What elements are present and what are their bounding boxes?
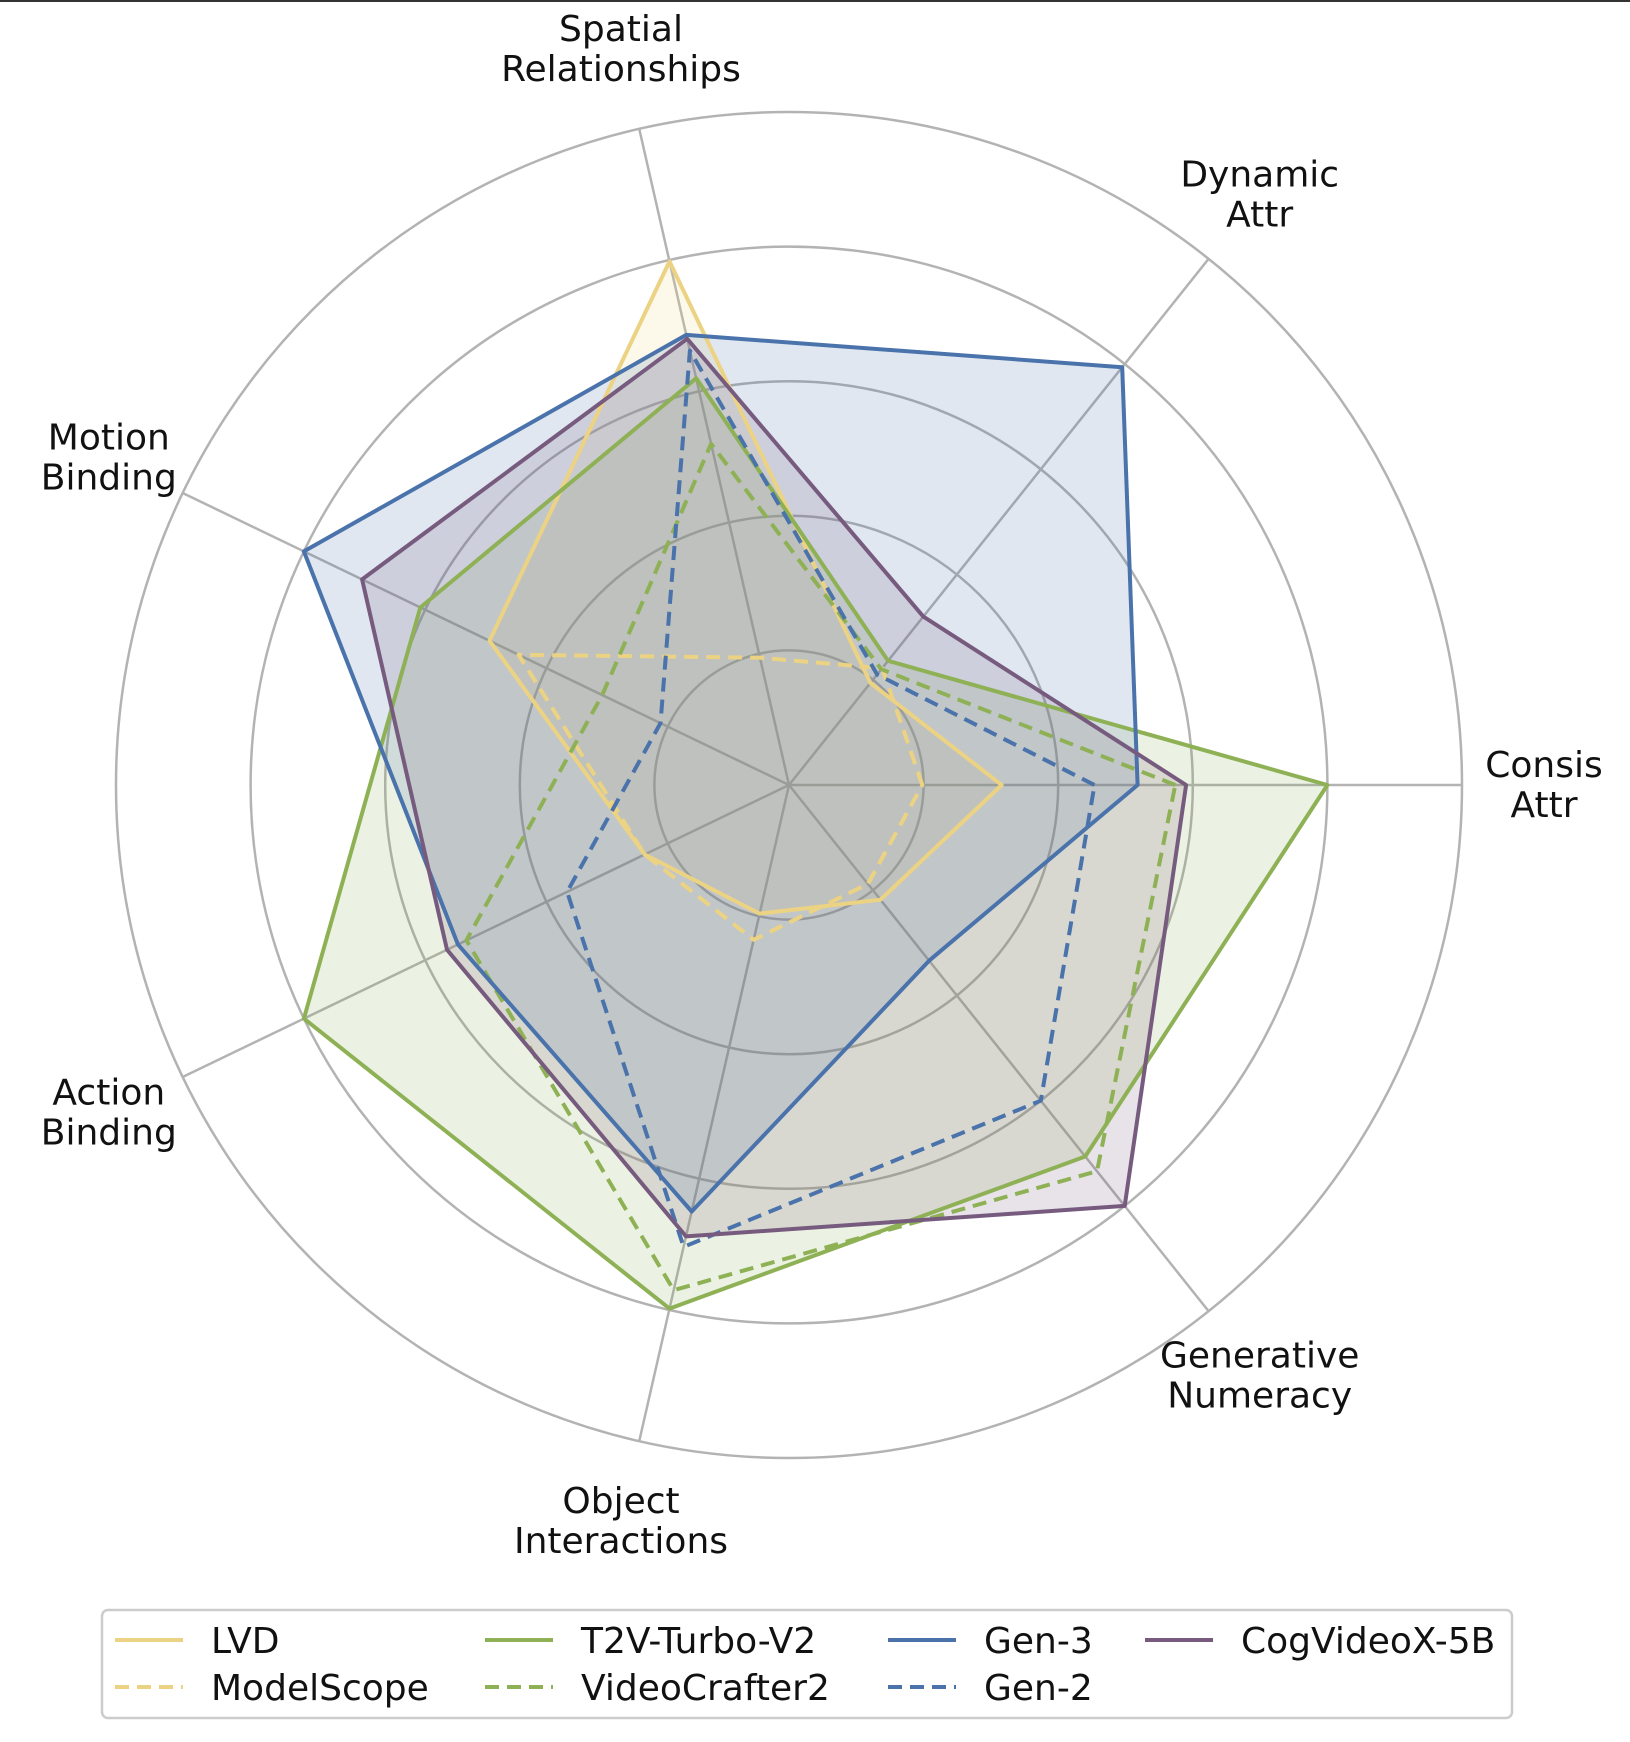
axis-label: Generative Numeracy [1160,1335,1359,1416]
series-line-cogvideox-5b [360,336,1189,1239]
legend-label-gen-3: Gen-3 [984,1621,1093,1662]
series-line-modelscope [516,652,925,942]
axis-label-line: Spatial [559,9,683,50]
axis-label: Consis Attr [1485,745,1603,826]
axis-label: Dynamic Attr [1180,155,1339,236]
axis-label-line: Numeracy [1167,1375,1352,1416]
legend-label-lvd: LVD [211,1621,279,1662]
top-border [0,0,1630,2]
axis-label-line: Motion [48,417,170,458]
series-fills [303,261,1328,1309]
axis-label-line: Object [562,1481,679,1522]
axis-label-line: Generative [1160,1335,1359,1376]
grid-spoke [182,783,790,1079]
series-line-t2v-turbo-v2 [301,376,1330,1311]
grid-spoke [182,491,790,787]
axis-label-line: Consis [1485,745,1603,786]
legend-label-t2v-turbo-v2: T2V-Turbo-V2 [580,1621,816,1662]
axis-label: Object Interactions [514,1481,728,1562]
legend-label-videocrafter2: VideoCrafter2 [581,1668,830,1709]
legend-box [100,1608,1514,1720]
axis-label-line: Attr [1510,785,1577,826]
axis-label-line: Binding [41,1113,177,1154]
grid-spoke [638,128,791,786]
series-fill-gen-3 [303,334,1138,1212]
radar-grid [114,110,1464,1460]
legend-label-gen-2: Gen-2 [984,1668,1093,1709]
axis-label-line: Relationships [501,49,741,90]
series-lines [301,259,1330,1311]
axis-label: Action Binding [41,1073,177,1154]
axis-label: Spatial Relationships [501,9,741,90]
legend: LVD ModelScope T2V-Turbo-V2 VideoCrafter2 Ge… [100,1608,1514,1720]
grid-spoke [638,784,791,1442]
series-fill-lvd [489,261,1002,914]
axis-label-line: Interactions [514,1521,728,1562]
series-line-gen-3 [301,332,1140,1214]
grid-spoke [788,258,1210,786]
axis-label-line: Dynamic [1180,155,1339,196]
axis-label-line: Binding [41,457,177,498]
legend-label-cogvideox-5b: CogVideoX-5B [1241,1621,1495,1662]
axis-label: Motion Binding [41,417,177,498]
series-fill-cogvideox-5b [362,338,1187,1237]
axis-label-line: Attr [1226,195,1293,236]
series-line-gen-2 [565,348,1097,1249]
legend-label-modelscope: ModelScope [211,1668,429,1709]
axis-label-line: Action [52,1073,165,1114]
series-fill-t2v-turbo-v2 [303,378,1328,1309]
grid-spoke [788,784,1210,1312]
